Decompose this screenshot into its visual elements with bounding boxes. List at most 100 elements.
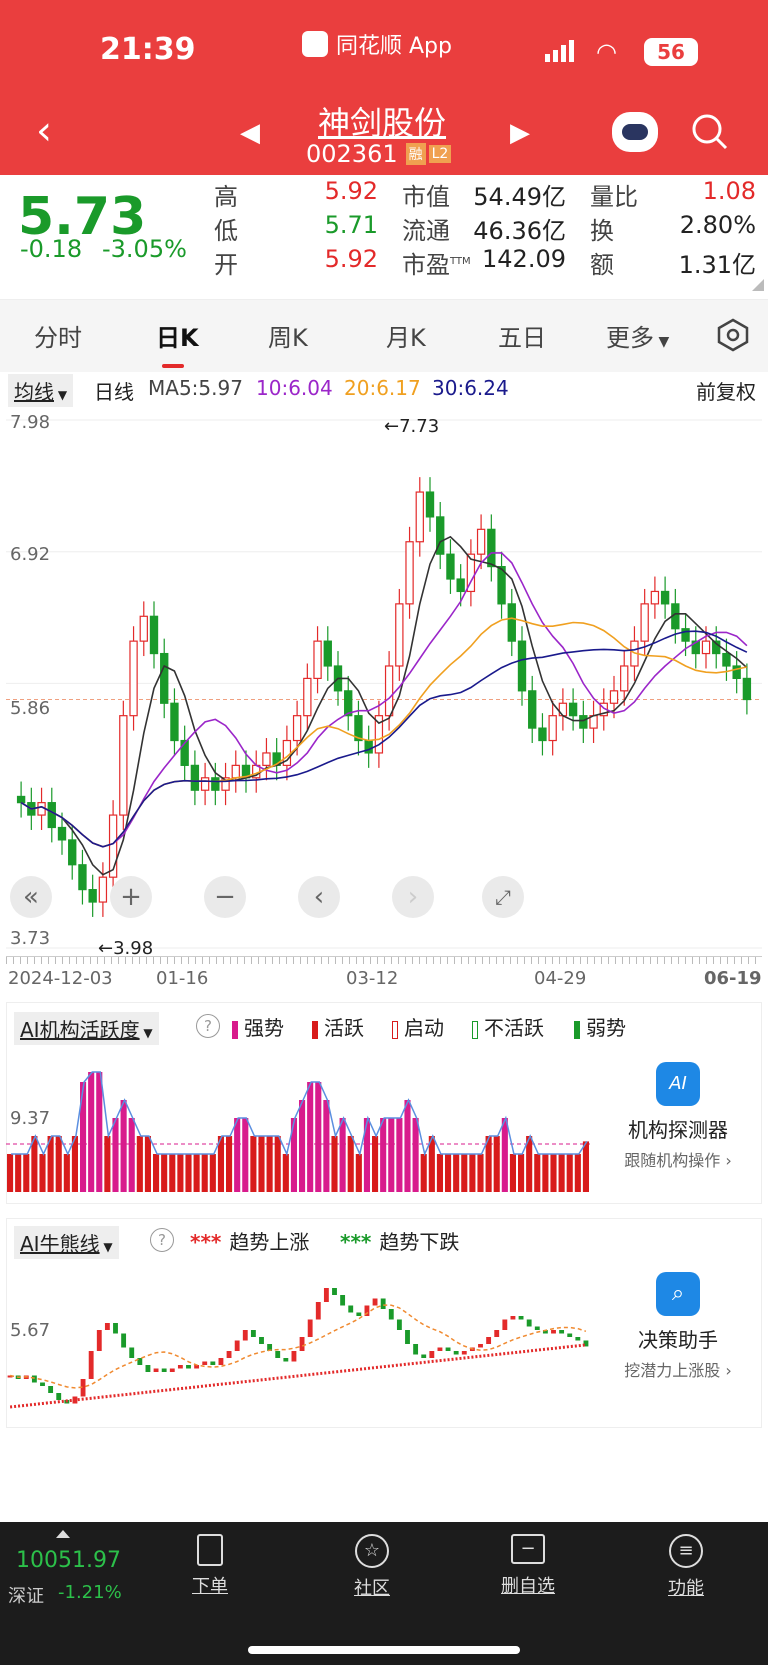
legend-strong-label: 强势 — [244, 1016, 284, 1040]
candle-body — [231, 764, 240, 779]
candle-body — [374, 715, 384, 754]
activity-bar — [185, 1154, 192, 1192]
scroll-right-icon[interactable]: › — [392, 876, 434, 918]
bullbear-candle — [307, 1319, 313, 1337]
ai-activity-panel — [6, 1002, 762, 1204]
y-axis-bottom: 3.73 — [10, 928, 51, 949]
x-axis-date-2: 03-12 — [346, 968, 399, 989]
collapse-icon[interactable]: « — [10, 876, 52, 918]
open-value: 5.92 — [324, 245, 378, 273]
help-icon[interactable]: ? — [196, 1014, 220, 1038]
app-header: 21:39 同花顺 App ◠ 56 ‹ ◀ 神剑股份 002361 融 L2 … — [0, 0, 768, 175]
tab-weekly-k[interactable]: 周K — [268, 324, 308, 352]
bullbear-candle — [526, 1319, 532, 1327]
fullscreen-icon[interactable]: ⤢ — [482, 876, 524, 918]
robot-assistant-icon[interactable] — [612, 112, 658, 152]
activity-bar — [566, 1154, 573, 1192]
x-axis-date-1: 01-16 — [156, 968, 209, 989]
tab-monthly-k[interactable]: 月K — [386, 324, 426, 352]
amount-value: 1.31亿 — [678, 251, 756, 279]
expand-corner-icon[interactable] — [752, 279, 764, 291]
order-button[interactable]: 下单 — [170, 1534, 250, 1598]
community-button[interactable]: ☆ 社区 — [332, 1534, 412, 1600]
bullbear-candle — [169, 1368, 175, 1372]
tab-more[interactable]: 更多 ▼ — [606, 318, 669, 353]
activity-bar — [242, 1118, 249, 1192]
market-cap-label: 市值 — [402, 183, 450, 211]
help-icon[interactable]: ? — [150, 1228, 174, 1252]
ma20-value: 20:6.17 — [344, 376, 421, 400]
index-up-icon — [56, 1530, 70, 1538]
app-name: 同花顺 App — [336, 34, 452, 59]
bullbear-candle — [421, 1354, 427, 1358]
ma30-line — [20, 630, 748, 848]
margin-badge: 融 — [405, 143, 426, 165]
low-value: 5.71 — [324, 211, 378, 239]
activity-bar — [63, 1154, 70, 1192]
search-icon[interactable] — [690, 112, 730, 156]
ma5-value: MA5:5.97 — [148, 376, 243, 400]
index-value[interactable]: 10051.97 — [16, 1548, 121, 1573]
scroll-left-icon[interactable]: ‹ — [298, 876, 340, 918]
institution-detector-title: 机构探测器 — [628, 1118, 728, 1142]
bullbear-candle — [494, 1330, 500, 1337]
bullbear-candle — [161, 1368, 167, 1372]
back-icon[interactable]: ‹ — [36, 108, 52, 154]
settings-hexagon-icon[interactable] — [716, 318, 750, 356]
ai-activity-y-label: 9.37 — [10, 1108, 51, 1129]
candle-body — [528, 690, 537, 729]
tab-daily-k[interactable]: 日K — [156, 324, 199, 352]
battery-level: 56 — [657, 40, 685, 64]
bullbear-candle — [48, 1386, 54, 1393]
legend-trend-down: *** 趋势下跌 — [340, 1230, 460, 1254]
bullbear-candle — [348, 1305, 354, 1313]
bullbear-candle — [299, 1337, 305, 1351]
bullbear-candle — [259, 1337, 264, 1344]
activity-bar — [420, 1154, 427, 1192]
pe-ttm: TTM — [450, 256, 471, 267]
trend-up-line — [9, 1343, 587, 1409]
candle-body — [139, 615, 148, 642]
bullbear-candle — [129, 1347, 135, 1358]
activity-bar — [469, 1154, 476, 1192]
prev-stock-icon[interactable]: ◀ — [240, 118, 260, 148]
adjust-mode[interactable]: 前复权 — [696, 380, 756, 404]
activity-bar — [493, 1136, 500, 1192]
k-line-chart[interactable] — [6, 408, 762, 978]
candle-body — [681, 628, 690, 642]
activity-bar — [485, 1136, 492, 1192]
institution-detector-card[interactable]: AI 机构探测器 跟随机构操作 › — [588, 1062, 768, 1171]
tab-intraday[interactable]: 分时 — [34, 324, 82, 352]
bullbear-candle — [510, 1316, 516, 1320]
ai-activity-selector[interactable]: AI机构活跃度 ▼ — [14, 1012, 159, 1045]
pe-label-text: 市盈 — [402, 251, 450, 279]
activity-bar — [526, 1136, 533, 1192]
chevron-down-icon: ▼ — [99, 1240, 113, 1254]
next-stock-icon[interactable]: ▶ — [510, 118, 530, 148]
volume-ratio-value: 1.08 — [702, 177, 756, 205]
decision-assistant-title: 决策助手 — [638, 1328, 718, 1352]
bullbear-candle — [575, 1337, 581, 1341]
ma-selector[interactable]: 均线 ▼ — [8, 374, 74, 407]
stock-code-row: 002361 融 L2 — [306, 140, 452, 168]
zoom-in-icon[interactable]: + — [110, 876, 152, 918]
remove-watchlist-button[interactable]: − 删自选 — [488, 1534, 568, 1598]
functions-button[interactable]: ≡ 功能 — [646, 1534, 726, 1600]
tab-five-day[interactable]: 五日 — [498, 324, 546, 352]
legend-strong: 强势 — [232, 1012, 284, 1041]
bullbear-candle — [559, 1330, 565, 1334]
bullbear-candle — [405, 1330, 410, 1344]
bottom-bar: 10051.97 深证 -1.21% 下单 ☆ 社区 − 删自选 ≡ 功能 — [0, 1522, 768, 1665]
zoom-out-icon[interactable]: − — [204, 876, 246, 918]
candle-body — [16, 795, 26, 804]
activity-bar — [509, 1154, 516, 1192]
ai-bullbear-selector[interactable]: AI牛熊线 ▼ — [14, 1226, 119, 1259]
candle-body — [47, 802, 56, 829]
pe-value: 142.09 — [482, 245, 566, 273]
stock-name[interactable]: 神剑股份 — [318, 104, 447, 142]
decision-assistant-card[interactable]: ⌕ 决策助手 挖潜力上涨股 › — [588, 1272, 768, 1381]
bullbear-candle — [186, 1365, 191, 1369]
activity-bar — [558, 1154, 565, 1192]
activity-bar — [331, 1136, 338, 1192]
activity-bar — [201, 1154, 208, 1192]
